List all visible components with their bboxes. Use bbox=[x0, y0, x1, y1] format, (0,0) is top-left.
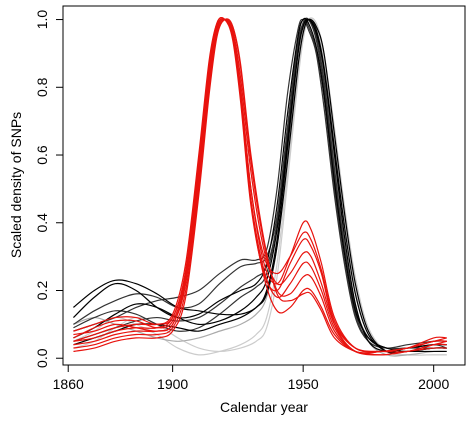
y-tick-label: 0.0 bbox=[34, 348, 50, 368]
series-line-7 bbox=[73, 18, 447, 354]
y-tick-label: 1.0 bbox=[34, 10, 50, 30]
series-line-3 bbox=[73, 17, 447, 350]
series-line-4 bbox=[73, 18, 447, 349]
series-line-9 bbox=[73, 18, 447, 357]
series-line-8 bbox=[73, 18, 447, 350]
series-line-2 bbox=[73, 17, 447, 353]
series-line-18 bbox=[73, 17, 447, 354]
y-tick-label: 0.8 bbox=[34, 77, 50, 97]
series-line-14 bbox=[73, 18, 447, 353]
y-axis: 0.0 0.2 0.4 0.6 0.8 1.0 bbox=[34, 10, 63, 368]
series-line-1 bbox=[73, 18, 447, 353]
x-tick-label: 1900 bbox=[157, 376, 188, 392]
plot-frame bbox=[62, 5, 466, 366]
series-layer bbox=[73, 16, 447, 357]
y-axis-title: Scaled density of SNPs bbox=[8, 112, 24, 258]
series-line-5 bbox=[73, 18, 447, 354]
y-tick-label: 0.2 bbox=[34, 281, 50, 301]
y-tick-label: 0.4 bbox=[34, 213, 50, 233]
x-tick-label: 1950 bbox=[288, 376, 319, 392]
series-line-19 bbox=[73, 18, 447, 356]
y-tick-label: 0.6 bbox=[34, 145, 50, 165]
x-axis-title: Calendar year bbox=[220, 399, 308, 415]
series-line-6 bbox=[73, 17, 447, 350]
x-axis: 1860 1900 1950 2000 bbox=[53, 365, 449, 392]
series-line-17 bbox=[73, 18, 447, 353]
x-tick-label: 2000 bbox=[418, 376, 449, 392]
series-line-12 bbox=[73, 18, 447, 353]
x-tick-label: 1860 bbox=[53, 376, 84, 392]
